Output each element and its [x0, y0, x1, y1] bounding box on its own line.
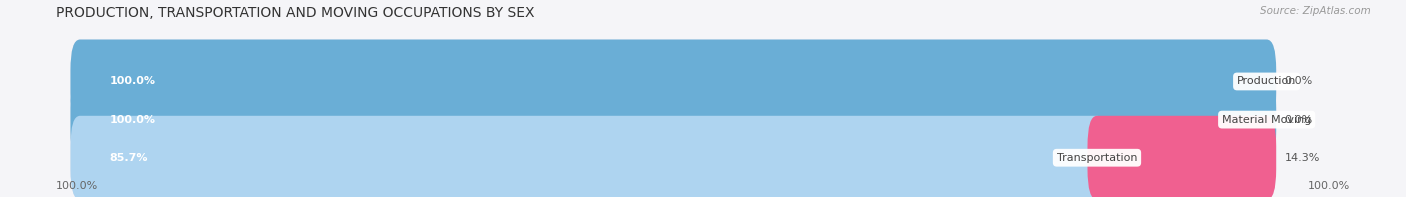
FancyBboxPatch shape: [70, 116, 1107, 197]
Text: 100.0%: 100.0%: [1308, 181, 1350, 191]
Text: 100.0%: 100.0%: [110, 115, 156, 125]
Text: Material Moving: Material Moving: [1222, 115, 1312, 125]
Text: 100.0%: 100.0%: [56, 181, 98, 191]
FancyBboxPatch shape: [70, 40, 1277, 123]
Text: 100.0%: 100.0%: [110, 76, 156, 86]
Text: 85.7%: 85.7%: [110, 153, 148, 163]
FancyBboxPatch shape: [70, 40, 1277, 123]
Text: Transportation: Transportation: [1057, 153, 1137, 163]
FancyBboxPatch shape: [70, 78, 1277, 162]
Text: Production: Production: [1237, 76, 1296, 86]
Text: 0.0%: 0.0%: [1285, 115, 1313, 125]
FancyBboxPatch shape: [70, 116, 1277, 197]
FancyBboxPatch shape: [70, 78, 1277, 162]
Text: 14.3%: 14.3%: [1285, 153, 1320, 163]
Text: PRODUCTION, TRANSPORTATION AND MOVING OCCUPATIONS BY SEX: PRODUCTION, TRANSPORTATION AND MOVING OC…: [56, 6, 534, 20]
Text: Source: ZipAtlas.com: Source: ZipAtlas.com: [1260, 6, 1371, 16]
Text: 0.0%: 0.0%: [1285, 76, 1313, 86]
FancyBboxPatch shape: [1087, 116, 1277, 197]
